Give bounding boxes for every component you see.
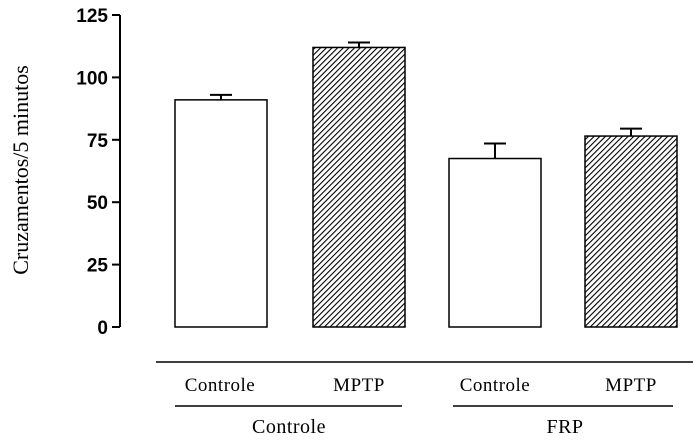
y-tick-label: 125: [76, 6, 108, 27]
y-tick-label: 25: [87, 256, 109, 277]
category-label: Controle: [185, 375, 256, 396]
category-label: MPTP: [605, 375, 657, 396]
bar: [448, 157, 542, 328]
category-label: MPTP: [333, 375, 385, 396]
y-tick-label: 50: [87, 193, 108, 214]
y-axis-label: Cruzamentos/5 minutos: [8, 65, 33, 275]
group-label: FRP: [546, 416, 583, 438]
bar: [174, 99, 268, 328]
y-tick-label: 100: [76, 68, 108, 89]
y-tick-label: 0: [97, 318, 108, 339]
y-axis: 0 25 50 75 100 125: [76, 6, 121, 339]
y-ticks: 0 25 50 75 100 125: [76, 6, 120, 339]
bars: [174, 41, 678, 328]
y-tick-label: 75: [87, 131, 109, 152]
bar: [312, 46, 406, 328]
group-label: Controle: [252, 416, 326, 438]
category-label: Controle: [460, 375, 531, 396]
bar: [584, 135, 678, 328]
x-axis-labels: Controle MPTP Controle MPTP Controle FRP: [156, 361, 693, 438]
